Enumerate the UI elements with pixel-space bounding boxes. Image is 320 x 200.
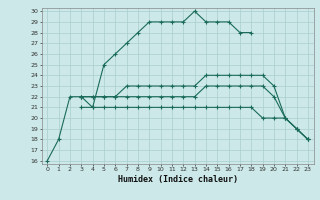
X-axis label: Humidex (Indice chaleur): Humidex (Indice chaleur) — [118, 175, 237, 184]
